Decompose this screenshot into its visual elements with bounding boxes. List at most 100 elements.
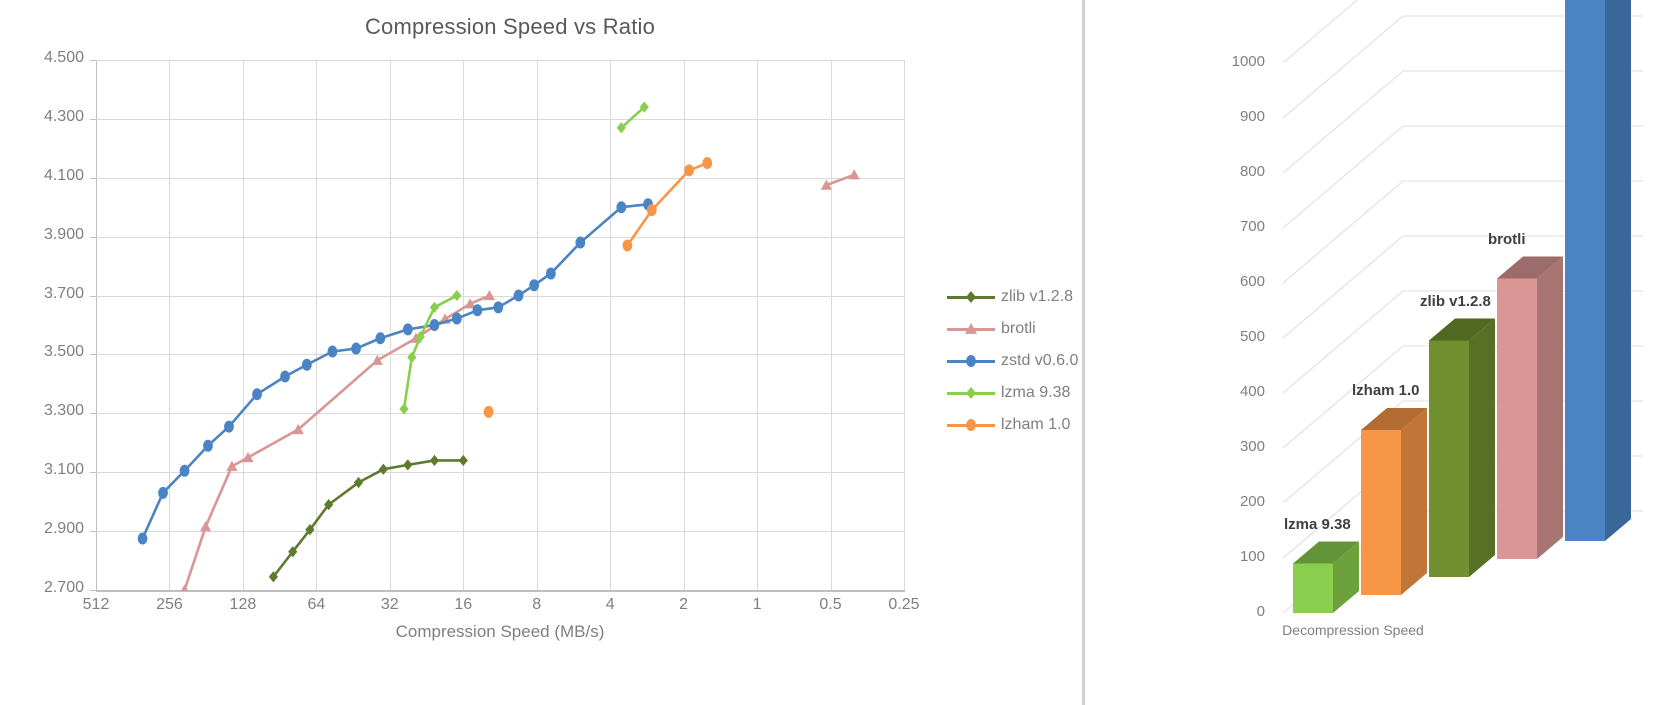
data-point xyxy=(407,351,417,363)
data-point xyxy=(966,419,976,431)
y-tick-label: 2.900 xyxy=(43,520,84,538)
x-gridline xyxy=(242,60,244,590)
data-point xyxy=(158,486,168,499)
legend-item-lzham-1-0[interactable]: lzham 1.0 xyxy=(947,409,1078,441)
y-tick-label: 3.900 xyxy=(43,225,84,243)
y-tick-mark xyxy=(90,590,96,591)
x-tick-label: 512 xyxy=(82,596,110,613)
legend-marker-icon xyxy=(947,288,995,306)
data-point xyxy=(305,524,315,536)
y-tick-label: 4.300 xyxy=(43,107,84,125)
chart-legend: zlib v1.2.8 brotli zstd v0.6.0 lzma 9.38 lzh… xyxy=(947,281,1078,441)
data-point xyxy=(702,157,713,170)
data-point xyxy=(292,423,304,435)
series-line xyxy=(183,294,491,591)
bar-gridline-depth xyxy=(1282,0,1358,64)
y-tick-mark xyxy=(90,60,96,61)
legend-symbol xyxy=(965,323,977,334)
x-tick-label: 1 xyxy=(752,596,762,613)
bar-lzma-9-38[interactable] xyxy=(1293,541,1359,614)
data-point xyxy=(622,239,633,252)
y-tick-mark xyxy=(90,413,96,415)
bar-y-tick-label: 300 xyxy=(1239,438,1265,455)
bar-y-tick-label: 100 xyxy=(1239,548,1265,565)
x-gridline xyxy=(389,60,391,590)
bar-gridline-depth xyxy=(1282,70,1404,174)
legend-item-label: lzham 1.0 xyxy=(1001,416,1071,433)
y-gridline xyxy=(96,295,904,297)
bar-gridline-depth xyxy=(1282,345,1404,449)
bar-gridline-depth xyxy=(1282,235,1404,339)
bar-y-tick-label: 800 xyxy=(1239,163,1265,180)
data-point xyxy=(327,345,338,358)
data-point xyxy=(575,236,586,249)
bar-side-face xyxy=(1469,318,1495,577)
data-point xyxy=(493,301,504,314)
data-point xyxy=(403,459,413,471)
decompression-speed-chart: Decompression Speed zstd v0.6.0brotlizli… xyxy=(1085,0,1670,705)
y-tick-label: 3.300 xyxy=(43,402,84,420)
data-point xyxy=(375,332,386,345)
x-tick-label: 0.25 xyxy=(888,596,920,613)
bar-lzham-1-0[interactable] xyxy=(1361,408,1427,595)
bar-top-face xyxy=(1361,408,1427,430)
data-point xyxy=(203,439,213,452)
legend-marker-icon xyxy=(947,320,995,338)
data-point xyxy=(429,319,440,331)
series-line xyxy=(825,173,856,187)
bar-y-tick-label: 900 xyxy=(1239,108,1265,125)
x-tick-label: 2 xyxy=(679,596,689,613)
legend-item-brotli[interactable]: brotli xyxy=(947,313,1078,345)
data-point xyxy=(399,403,409,415)
data-point xyxy=(242,451,254,463)
bar-top-face xyxy=(1293,541,1359,564)
bar-data-label: brotli xyxy=(1488,230,1526,248)
series-line xyxy=(626,161,709,247)
legend-item-label: zlib v1.2.8 xyxy=(1001,288,1074,305)
bar-data-label: lzham 1.0 xyxy=(1352,382,1420,399)
y-tick-label: 3.500 xyxy=(43,343,84,361)
legend-item-zstd-v0-6-0[interactable]: zstd v0.6.0 xyxy=(947,345,1078,377)
data-point xyxy=(224,420,234,433)
y-axis-line xyxy=(96,60,97,591)
data-point xyxy=(180,584,189,591)
data-point xyxy=(402,323,413,336)
data-point xyxy=(616,201,627,214)
data-point xyxy=(415,331,425,343)
legend-item-zlib-v1-2-8[interactable]: zlib v1.2.8 xyxy=(947,281,1078,313)
panel-divider xyxy=(1082,0,1085,705)
data-point xyxy=(483,405,494,418)
data-point xyxy=(378,463,388,475)
y-gridline xyxy=(96,177,904,179)
series-lzma-9-38 xyxy=(399,101,649,415)
data-point xyxy=(529,279,540,292)
x-axis-line xyxy=(96,590,905,592)
data-point xyxy=(458,454,468,467)
x-tick-label: 32 xyxy=(380,596,399,613)
data-point xyxy=(353,476,364,489)
legend-item-lzma-9-38[interactable]: lzma 9.38 xyxy=(947,377,1078,409)
legend-symbol xyxy=(966,355,976,367)
series-line xyxy=(272,459,465,579)
data-point xyxy=(301,358,312,371)
bar-brotli[interactable] xyxy=(1497,256,1563,560)
x-gridline xyxy=(683,60,685,590)
bar-y-tick-label: 1000 xyxy=(1231,53,1265,70)
data-point xyxy=(965,323,977,334)
y-tick-label: 2.700 xyxy=(43,579,84,596)
x-tick-label: 4 xyxy=(605,596,615,613)
bar-zlib-v1-2-8[interactable] xyxy=(1429,318,1495,578)
data-point xyxy=(966,291,976,303)
bar-gridline-depth xyxy=(1282,125,1404,229)
y-tick-mark xyxy=(90,531,96,533)
data-point xyxy=(966,355,976,367)
y-tick-mark xyxy=(90,177,96,179)
x-tick-label: 8 xyxy=(532,596,542,613)
y-gridline xyxy=(96,236,904,238)
x-gridline xyxy=(757,60,759,590)
bar-front-face xyxy=(1497,278,1537,559)
data-point xyxy=(324,499,334,511)
bar-zstd-v0-6-0[interactable] xyxy=(1565,0,1631,541)
data-point xyxy=(200,521,212,532)
data-point xyxy=(646,204,657,217)
